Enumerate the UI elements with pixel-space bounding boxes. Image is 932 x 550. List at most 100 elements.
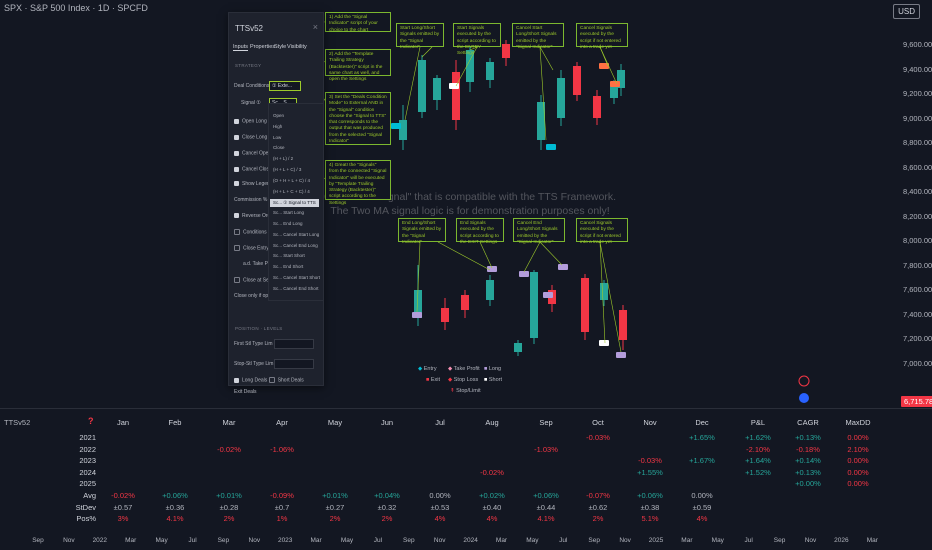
checkbox-icon[interactable] — [234, 213, 239, 219]
price-tick-label: 9,000.00 — [903, 113, 932, 123]
dropdown-option[interactable]: Sc... Start Long — [273, 210, 305, 216]
legend-label: Take Profit — [453, 366, 480, 372]
currency-badge[interactable]: USD — [893, 4, 920, 19]
dropdown-option[interactable]: High — [273, 123, 283, 129]
deal-conditions-label: Deal Conditions Mode — [234, 83, 284, 89]
dropdown-option[interactable]: Sc... Cancel Start Long — [273, 231, 320, 237]
table-cell: -0.03% — [638, 456, 662, 466]
table-cell: +1.62% — [745, 433, 771, 442]
checkbox-icon[interactable] — [234, 245, 240, 251]
help-icon[interactable]: ? — [88, 416, 94, 426]
table-cell: ±0.62 — [588, 502, 608, 512]
tab-inputs[interactable]: Inputs — [233, 44, 248, 51]
time-axis[interactable]: Sep Nov 2022 Mar May Jul Sep Nov 2023 Mar May Jul Se… — [0, 535, 932, 550]
checkbox-icon[interactable] — [234, 377, 239, 383]
dropdown-option[interactable]: Sc... Start Short — [273, 253, 305, 259]
price-chart[interactable] — [0, 0, 932, 408]
table-cell: 0.00% — [847, 467, 869, 477]
callout-end-signals: End Long/Short Signals emitted by the "S… — [398, 218, 446, 245]
table-cell: +0.14% — [795, 456, 821, 466]
row-session-end[interactable]: Close at Session End — [234, 277, 291, 283]
table-cell: 0.00% — [429, 491, 451, 500]
stop-stl-input[interactable] — [274, 359, 314, 369]
table-cell: ±0.59 — [692, 502, 712, 512]
row-reverse-orders[interactable]: Reverse Orders — [234, 213, 277, 219]
table-cell: ±0.53 — [430, 502, 450, 512]
dropdown-option[interactable]: Sc... Cancel End Long — [273, 242, 318, 248]
symbol-title[interactable]: SPX · S&P 500 Index · 1D · SPCFD — [4, 3, 148, 13]
signal-marker — [558, 264, 568, 270]
signal-source-dropdown[interactable]: Open High Low Close (H + L) / 2 (H + L + C) /… — [268, 103, 324, 301]
time-tick-label: Nov — [248, 537, 261, 544]
dropdown-option[interactable]: (O + H + L + C) / 4 — [273, 177, 310, 183]
table-cell: 0.00% — [847, 456, 869, 466]
table-cell: +1.64% — [745, 456, 771, 466]
price-axis[interactable]: 9,600.00 9,400.00 9,200.00 9,000.00 8,800.00… — [903, 40, 932, 375]
dropdown-option[interactable]: (H + L + C) / 3 — [273, 167, 302, 172]
table-row-label: Pos% — [76, 514, 96, 524]
tab-style[interactable]: Style — [274, 44, 287, 50]
panel-separator[interactable] — [0, 408, 932, 409]
row-commission: Commission % ① — [234, 197, 274, 203]
legend-take-profit: ◆ Take Profit — [448, 366, 480, 372]
row-long-deals[interactable]: Long Deals Short Deals — [234, 377, 304, 383]
diamond-icon: ◆ — [448, 377, 453, 383]
first-stl-input[interactable] — [274, 339, 314, 349]
row-close-entry[interactable]: Close Entry % of Item — [234, 245, 291, 251]
candle-body — [530, 272, 538, 338]
checkbox-icon[interactable] — [234, 118, 239, 124]
row-open-profit: Close only if open profit is — [234, 293, 292, 299]
dropdown-option[interactable]: Sc... ① Signal to TTS — [270, 199, 319, 208]
dropdown-option[interactable]: Close — [273, 145, 285, 151]
dropdown-option[interactable]: (H + L + C + C) / 4 — [273, 188, 310, 194]
row-stop-stl: Stop-Stl Type Lim — [234, 361, 274, 367]
table-cell: ±0.38 — [640, 502, 660, 512]
table-cell: +0.06% — [637, 491, 663, 500]
checkbox-icon[interactable] — [268, 377, 275, 383]
row-label: Show Legend — [242, 181, 273, 187]
short-deals-label: Short Deals — [277, 377, 304, 384]
candle-body — [537, 102, 545, 140]
dropdown-option[interactable]: Sc... Cancel End Short — [273, 285, 319, 291]
candle-body — [452, 72, 460, 120]
table-cell: 1% — [276, 514, 288, 524]
dropdown-option[interactable]: Open — [273, 113, 285, 118]
row-show-legend[interactable]: Show Legend — [234, 181, 273, 187]
time-tick-label: Sep — [588, 537, 600, 544]
checkbox-icon[interactable] — [234, 277, 240, 283]
dropdown-option[interactable]: Low — [273, 134, 282, 140]
dropdown-option[interactable]: Sc... End Long — [273, 221, 303, 226]
close-icon[interactable]: × — [312, 22, 318, 32]
tab-properties[interactable]: Properties — [250, 44, 276, 50]
table-header: Jul — [435, 418, 445, 427]
table-row-label: 2023 — [79, 456, 96, 466]
signal-marker — [599, 63, 609, 69]
row-take-profit: a.d. Take Profit ① — [243, 261, 283, 267]
price-tick-label: 8,200.00 — [903, 211, 932, 221]
callout-cancel-end-executed: Cancel Signals executed by the script if… — [576, 218, 628, 245]
legend-label: Entry — [423, 366, 437, 372]
dropdown-option[interactable]: Sc... Cancel Start Short — [273, 275, 321, 280]
connector-line — [421, 46, 433, 58]
deal-conditions-select[interactable]: ① Exte... — [269, 81, 301, 91]
watermark-line-2: The Two MA signal logic is for demonstra… — [330, 205, 610, 217]
tab-visibility[interactable]: Visibility — [287, 44, 307, 50]
checkbox-icon[interactable] — [234, 134, 239, 140]
row-label: Close Entry % of Item — [243, 245, 291, 252]
row-exit-deals: Exit Deals — [234, 389, 257, 395]
table-cell: +0.13% — [795, 467, 821, 477]
time-tick-label: May — [155, 537, 168, 544]
dropdown-option[interactable]: Sc... End Short — [273, 264, 304, 270]
checkbox-icon[interactable] — [234, 181, 239, 187]
panel-indicator-name[interactable]: TTSv52 — [4, 418, 31, 427]
checkbox-icon[interactable] — [234, 150, 239, 156]
table-cell: +0.01% — [216, 491, 242, 500]
dropdown-option[interactable]: (H + L) / 2 — [273, 156, 294, 162]
watermark-line-1: Connect a "Signal" that is compatible wi… — [323, 191, 617, 203]
checkbox-icon[interactable] — [234, 166, 239, 172]
table-cell: -0.02% — [217, 444, 241, 454]
table-cell: ±0.36 — [165, 502, 185, 512]
connector-line — [404, 46, 421, 121]
time-tick-label: Sep — [773, 537, 786, 544]
checkbox-icon[interactable] — [234, 229, 240, 235]
